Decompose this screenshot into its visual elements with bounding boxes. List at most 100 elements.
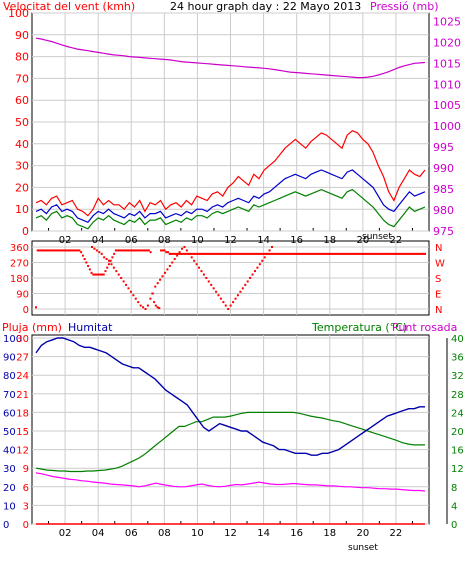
direction-point [305,252,308,255]
direction-scatter-point [222,301,225,304]
humidity-x-tick-label: 02 [59,528,72,539]
temp-y-tick-label: 20 [451,427,464,438]
direction-scatter-point [217,294,220,297]
direction-point [396,252,399,255]
direction-scatter-point [202,273,205,276]
direction-scatter-point [205,277,208,279]
humidity-y-tick-label: 20 [3,483,16,494]
chart-marks [35,37,426,525]
direction-point [404,252,407,255]
direction-point [264,252,267,255]
direction-scatter-point [163,271,166,274]
direction-point [133,249,136,252]
direction-scatter-point [251,273,254,276]
direction-point [382,252,385,255]
direction-point [245,252,248,255]
temp-y-tick-label: 28 [451,390,464,401]
direction-point [232,252,235,255]
direction-scatter-point [98,251,101,254]
pressure-y-tick-label: 1015 [433,57,461,70]
direction-scatter-point [110,263,113,266]
direction-point [40,249,43,252]
direction-point [397,252,400,255]
direction-scatter-point [144,308,147,310]
direction-point [304,252,307,255]
direction-scatter-point [234,297,237,300]
direction-point [358,252,361,255]
direction-point [279,252,282,255]
direction-scatter-point [171,261,174,264]
direction-point [186,252,189,255]
direction-point [219,252,222,255]
compass-tick-label: E [435,290,441,301]
direction-scatter-point [212,287,215,290]
direction-scatter-point [100,252,103,255]
humidity-y-tick-label: 70 [3,390,16,401]
direction-scatter-point [115,270,118,273]
direction-point [175,252,178,255]
temperature-line [35,411,425,473]
direction-point [213,252,216,255]
wind-x-tick-label: 10 [191,235,204,246]
rain-y-tick-label: 6 [23,483,29,494]
direction-point [69,249,72,252]
direction-scatter-point [224,304,227,307]
rain-y-tick-label: 24 [16,371,29,382]
direction-point [73,249,76,252]
temp-y-tick-label: 24 [451,408,464,419]
direction-scatter-point [200,270,203,273]
direction-point [323,252,326,255]
direction-point [67,249,70,252]
sunset-label: sunset [362,232,392,242]
direction-point [259,252,262,255]
direction-point [123,249,126,252]
direction-point [184,252,187,255]
direction-point [81,254,84,257]
direction-scatter-point [120,277,123,279]
rain-y-tick-label: 27 [16,353,29,364]
temp-y-tick-label: 16 [451,446,464,457]
direction-y-tick-label: 270 [10,259,29,270]
rain-y-tick-label: 3 [23,501,29,512]
direction-point [50,249,53,252]
direction-point [38,249,41,252]
humidity-y-tick-label: 80 [3,371,16,382]
direction-point [411,252,414,255]
direction-point [220,252,223,255]
humidity-x-tick-label: 22 [390,528,403,539]
compass-tick-label: N [435,305,442,316]
direction-point [238,252,241,255]
direction-point [326,252,329,255]
direction-point [104,270,107,273]
direction-point [189,252,192,255]
rain-axis-title: Pluja (mm) [2,321,62,334]
direction-point [300,252,303,255]
direction-point [375,252,378,255]
direction-point [356,252,359,255]
direction-point [385,252,388,255]
wind-x-tick-label: 02 [59,235,72,246]
pressure-y-tick-label: 1010 [433,78,461,91]
direction-point [160,249,163,252]
direction-point [156,306,159,309]
pressure-y-tick-label: 980 [433,204,454,217]
direction-point [328,252,331,255]
direction-point [35,306,37,309]
direction-point [354,252,357,255]
direction-scatter-point [195,263,198,266]
humidity-y-tick-label: 90 [3,353,16,364]
temp-y-tick-label: 4 [451,501,457,512]
direction-point [418,252,421,255]
direction-scatter-point [263,256,266,259]
direction-point [76,249,79,252]
direction-point [312,252,315,255]
direction-scatter-point [178,251,181,254]
direction-point [271,252,274,255]
direction-point [182,252,185,255]
direction-point [347,252,350,255]
direction-point [168,252,171,255]
direction-point [229,252,232,255]
direction-point [342,252,345,255]
rain-y-tick-label: 21 [16,390,29,401]
wind-x-tick-label: 04 [92,235,105,246]
